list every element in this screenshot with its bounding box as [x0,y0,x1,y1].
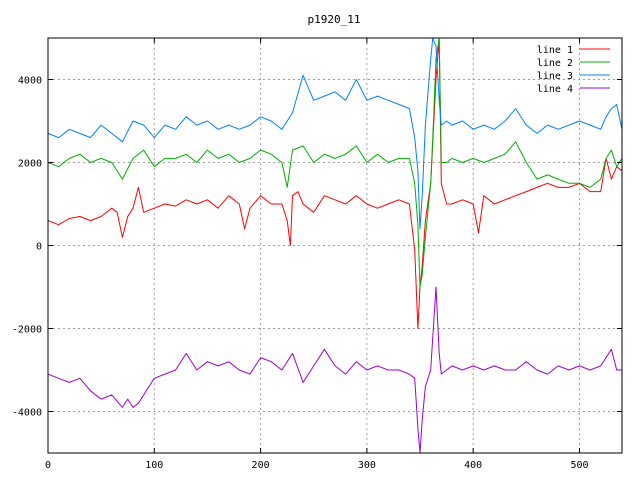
series-line-4 [48,286,622,453]
x-tick-label: 500 [570,460,588,471]
x-tick-label: 0 [45,460,51,471]
y-tick-label: 0 [36,242,42,253]
legend: line 1 line 2 line 3 line 4 [537,45,610,95]
y-tick-label: 2000 [18,159,42,170]
series-line-3 [48,38,622,230]
series-layer [48,38,622,453]
series-line-1 [48,38,622,329]
grid [48,38,622,453]
legend-label: line 2 [537,58,573,69]
series-line-2 [48,38,622,288]
legend-label: line 1 [537,45,573,56]
y-tick-label: 4000 [18,76,42,87]
legend-label: line 4 [537,84,573,95]
x-tick-label: 400 [464,460,482,471]
y-tick-label: -2000 [12,325,42,336]
x-tick-label: 100 [145,460,163,471]
y-tick-label: -4000 [12,408,42,419]
legend-label: line 3 [537,71,573,82]
x-tick-label: 300 [358,460,376,471]
tick-labels: 0 100 200 300 400 500 -4000 -2000 0 2000 4000 [12,38,622,471]
x-tick-label: 200 [252,460,270,471]
chart-title: p1920_11 [308,13,361,26]
